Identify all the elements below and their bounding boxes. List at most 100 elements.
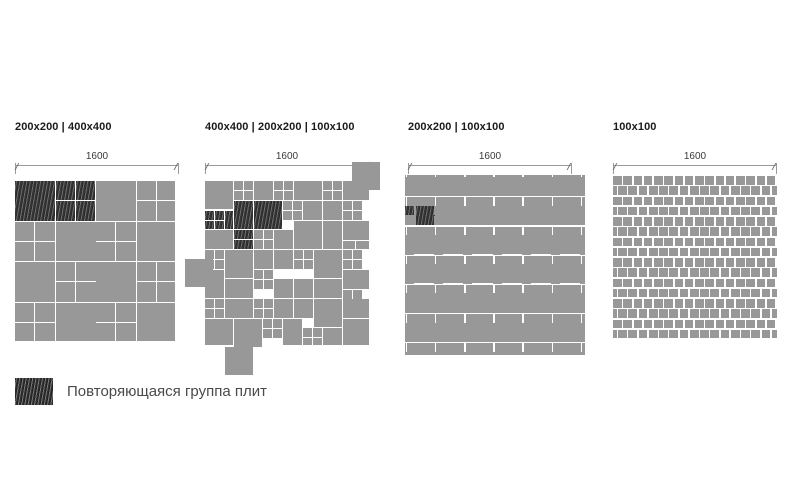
tile bbox=[436, 176, 446, 196]
tile bbox=[492, 216, 502, 226]
tile bbox=[695, 237, 704, 247]
tile bbox=[751, 206, 761, 216]
tile bbox=[314, 299, 342, 327]
tile bbox=[689, 288, 699, 298]
tile bbox=[582, 175, 585, 178]
tile bbox=[710, 309, 720, 318]
tile bbox=[684, 278, 694, 288]
tile bbox=[582, 176, 585, 196]
tile bbox=[405, 255, 406, 265]
tile bbox=[633, 278, 643, 288]
tile bbox=[503, 226, 523, 236]
dimension-line-4: 1600 bbox=[612, 151, 778, 174]
tile bbox=[492, 235, 502, 244]
tile bbox=[234, 181, 243, 190]
tile bbox=[674, 217, 684, 226]
tile bbox=[553, 205, 563, 225]
tile bbox=[521, 176, 531, 186]
tile bbox=[474, 255, 494, 265]
tile bbox=[405, 322, 414, 332]
tile bbox=[664, 237, 673, 247]
tile bbox=[474, 176, 494, 196]
tile bbox=[205, 270, 224, 298]
tile bbox=[664, 176, 673, 185]
tile bbox=[263, 329, 272, 338]
tile bbox=[405, 245, 414, 255]
tile bbox=[720, 268, 730, 277]
tile bbox=[705, 237, 714, 247]
tile bbox=[263, 319, 272, 328]
tile bbox=[669, 268, 679, 277]
tile bbox=[524, 175, 533, 178]
tile bbox=[766, 237, 776, 247]
tile bbox=[736, 237, 745, 247]
tile bbox=[314, 279, 342, 298]
tile bbox=[463, 351, 473, 355]
tile bbox=[137, 181, 156, 200]
tile bbox=[659, 186, 668, 195]
tile bbox=[407, 314, 417, 324]
tile bbox=[618, 247, 627, 257]
tile bbox=[254, 280, 263, 289]
tile bbox=[633, 258, 643, 267]
tile bbox=[434, 235, 444, 244]
tile bbox=[304, 260, 313, 269]
tile bbox=[746, 258, 755, 267]
tile bbox=[741, 268, 750, 277]
tile bbox=[580, 274, 585, 284]
tile bbox=[343, 319, 369, 345]
tile bbox=[648, 227, 658, 236]
tile bbox=[618, 288, 627, 298]
tile bbox=[434, 245, 444, 255]
tile bbox=[465, 293, 475, 313]
tile bbox=[741, 288, 750, 298]
tile bbox=[628, 186, 638, 195]
tile bbox=[304, 250, 313, 259]
tile bbox=[720, 247, 730, 257]
tile bbox=[580, 293, 585, 303]
tile bbox=[56, 282, 75, 302]
tile bbox=[771, 268, 777, 277]
tile bbox=[234, 191, 243, 200]
tile bbox=[293, 211, 302, 220]
tile bbox=[730, 227, 740, 236]
tile bbox=[725, 196, 735, 206]
tile bbox=[756, 176, 766, 185]
dimension-extension-right bbox=[178, 156, 179, 174]
tile bbox=[679, 186, 689, 195]
tile bbox=[294, 250, 303, 259]
tile bbox=[415, 343, 435, 353]
tile bbox=[715, 196, 725, 206]
tile bbox=[654, 237, 663, 247]
tile bbox=[613, 227, 617, 236]
tile bbox=[618, 329, 627, 339]
tile bbox=[405, 205, 406, 225]
tile bbox=[343, 250, 352, 259]
tile bbox=[15, 222, 34, 241]
dimension-rule bbox=[205, 165, 369, 166]
tile bbox=[684, 319, 694, 329]
tile bbox=[463, 187, 473, 197]
tile bbox=[492, 274, 502, 284]
tile bbox=[532, 255, 552, 265]
tile bbox=[613, 258, 622, 267]
tile bbox=[771, 227, 777, 236]
tile-highlight bbox=[15, 181, 55, 221]
tile bbox=[524, 264, 533, 284]
tile bbox=[407, 322, 417, 342]
tile bbox=[15, 262, 55, 302]
tile bbox=[700, 329, 709, 339]
tile bbox=[669, 309, 679, 318]
tile bbox=[444, 197, 464, 207]
tile bbox=[137, 282, 156, 302]
tile bbox=[215, 309, 224, 318]
tile bbox=[664, 196, 673, 206]
tile bbox=[116, 242, 136, 261]
tile bbox=[720, 288, 730, 298]
tile bbox=[628, 329, 638, 339]
tile bbox=[254, 181, 273, 200]
tile bbox=[492, 293, 502, 303]
tile bbox=[553, 264, 563, 284]
tile bbox=[405, 264, 406, 284]
tile bbox=[494, 264, 504, 284]
